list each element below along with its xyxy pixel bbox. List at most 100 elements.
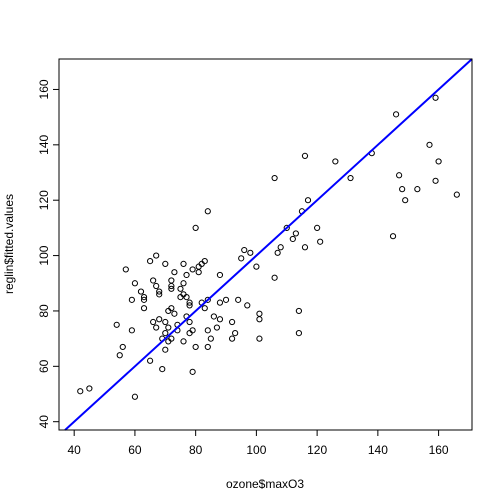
data-point — [162, 330, 169, 337]
data-point — [168, 277, 175, 284]
data-point — [304, 197, 312, 204]
data-point — [165, 324, 172, 331]
data-point — [253, 263, 260, 270]
data-point — [192, 343, 199, 351]
identity-line — [64, 58, 473, 431]
data-point — [140, 296, 148, 303]
data-point — [201, 305, 208, 312]
y-axis-label: reglin$fitted.values — [2, 194, 16, 294]
data-point — [153, 252, 160, 259]
data-point — [189, 368, 196, 375]
data-point — [131, 393, 139, 400]
data-point — [435, 158, 442, 165]
data-point — [156, 316, 163, 323]
data-point — [241, 246, 248, 254]
data-point — [162, 346, 169, 353]
data-point — [131, 280, 139, 287]
data-point — [159, 365, 166, 373]
y-tick-label: 140 — [37, 134, 51, 154]
data-point — [216, 271, 224, 279]
data-point — [402, 197, 409, 204]
data-point — [314, 224, 321, 231]
data-point — [271, 174, 278, 182]
y-tick-label: 60 — [37, 359, 51, 373]
data-point — [183, 294, 190, 301]
data-point — [274, 249, 281, 256]
data-point — [119, 343, 126, 351]
data-point — [153, 282, 160, 290]
data-point — [277, 244, 284, 251]
data-point — [222, 296, 230, 303]
data-point — [347, 174, 354, 182]
data-point — [232, 330, 239, 337]
points-layer — [77, 94, 460, 400]
data-point — [244, 302, 251, 309]
y-tick-label: 80 — [37, 304, 51, 318]
data-point — [113, 321, 120, 328]
data-point — [216, 299, 224, 306]
data-point — [432, 177, 439, 184]
x-axis: 40 60 80 100 120 140 160 — [68, 430, 449, 457]
data-point — [189, 266, 196, 273]
data-point — [414, 186, 421, 193]
data-point — [156, 291, 163, 298]
data-point — [271, 274, 278, 281]
data-point — [213, 324, 221, 331]
data-point — [122, 266, 129, 273]
data-point — [432, 94, 439, 101]
data-point — [201, 258, 208, 265]
plot-frame — [58, 58, 473, 431]
data-point — [156, 288, 163, 295]
data-point — [256, 335, 263, 342]
x-tick-label: 160 — [429, 443, 449, 457]
data-point — [204, 327, 211, 334]
data-point — [192, 224, 199, 231]
data-point — [77, 388, 84, 395]
data-point — [332, 158, 339, 165]
data-point — [180, 338, 187, 345]
y-tick-label: 120 — [37, 190, 51, 210]
data-point — [396, 172, 403, 179]
data-point — [186, 299, 193, 306]
x-tick-label: 60 — [128, 443, 142, 457]
x-tick-label: 140 — [368, 443, 388, 457]
data-point — [235, 296, 242, 303]
data-point — [292, 230, 299, 237]
data-point — [186, 302, 193, 309]
data-point — [180, 260, 187, 267]
data-point — [238, 255, 245, 262]
data-point — [189, 327, 196, 334]
data-point — [210, 313, 217, 320]
data-point — [171, 269, 178, 276]
data-point — [168, 282, 175, 290]
y-tick-label: 160 — [37, 79, 51, 99]
data-point — [389, 233, 397, 240]
data-point — [162, 260, 169, 267]
data-point — [301, 152, 309, 159]
data-point — [140, 305, 148, 312]
data-point — [147, 357, 154, 364]
x-tick-label: 80 — [189, 443, 203, 457]
data-point — [128, 327, 135, 334]
data-point — [186, 318, 193, 326]
data-point — [229, 335, 236, 342]
data-point — [399, 186, 406, 193]
data-point — [150, 318, 157, 326]
y-tick-label: 40 — [37, 415, 51, 429]
data-point — [247, 249, 254, 256]
x-tick-label: 120 — [307, 443, 327, 457]
data-point — [256, 316, 263, 323]
data-point — [216, 316, 224, 323]
reference-line-layer — [64, 58, 473, 431]
data-point — [147, 258, 154, 265]
data-point — [426, 141, 433, 148]
x-axis-label: ozone$maxO3 — [226, 477, 304, 491]
data-point — [168, 335, 175, 342]
data-point — [162, 318, 169, 326]
data-point — [453, 191, 460, 198]
x-tick-label: 40 — [68, 443, 82, 457]
data-point — [295, 330, 302, 337]
data-point — [392, 111, 400, 118]
data-point — [171, 310, 178, 317]
